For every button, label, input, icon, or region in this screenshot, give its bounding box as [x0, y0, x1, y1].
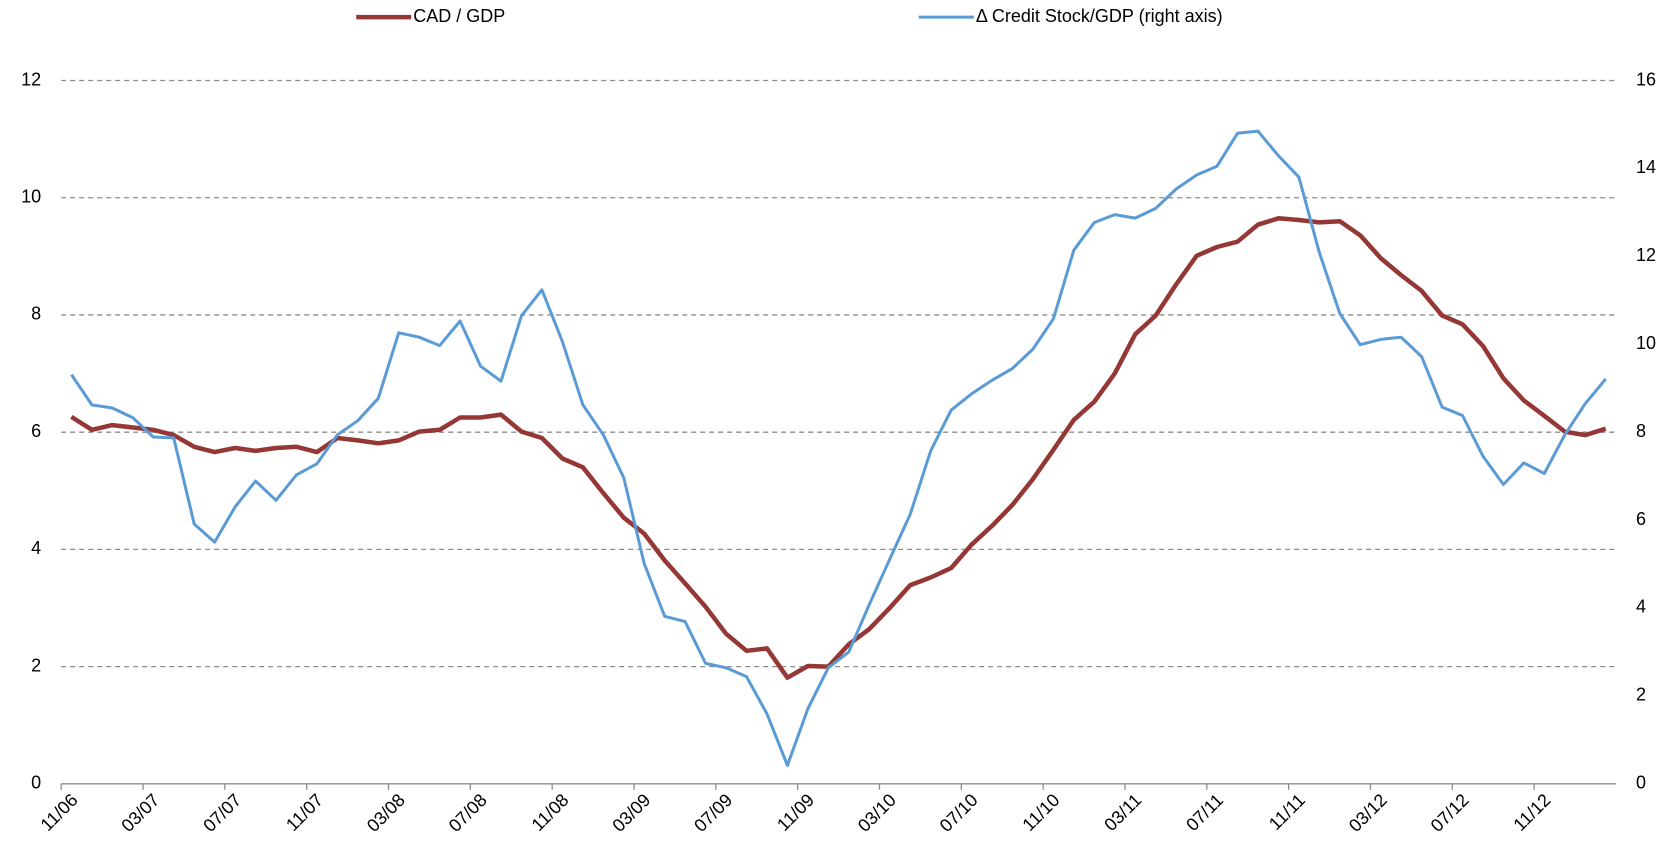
x-tick-label: 11/12 [1509, 790, 1554, 835]
y-tick-label: 4 [31, 538, 41, 558]
x-tick-label: 03/07 [117, 790, 163, 836]
series-line [70, 216, 1607, 680]
x-tick-label: 11/07 [282, 790, 327, 835]
legend-label: Δ Credit Stock/GDP (right axis) [976, 6, 1223, 26]
y-tick-label: 8 [31, 304, 41, 324]
y-tick-label: 0 [31, 773, 41, 793]
x-tick-label: 11/11 [1265, 790, 1309, 834]
x-tick-label: 11/08 [528, 790, 573, 835]
x-tick-label: 07/12 [1427, 790, 1473, 836]
y2-tick-label: 14 [1636, 157, 1656, 177]
y2-tick-label: 2 [1636, 685, 1646, 705]
x-tick-label: 07/09 [690, 790, 736, 836]
x-tick-label: 11/10 [1019, 790, 1064, 835]
x-tick-label: 03/10 [854, 790, 900, 836]
y2-tick-label: 8 [1636, 421, 1646, 441]
y2-tick-label: 10 [1636, 333, 1656, 353]
y2-tick-label: 12 [1636, 245, 1656, 265]
y-tick-label: 2 [31, 655, 41, 675]
y2-tick-label: 0 [1636, 773, 1646, 793]
x-tick-label: 11/09 [773, 790, 818, 835]
y2-tick-label: 4 [1636, 597, 1646, 617]
x-tick-label: 03/08 [363, 790, 409, 836]
y-tick-label: 6 [31, 421, 41, 441]
y2-tick-label: 6 [1636, 509, 1646, 529]
y2-tick-label: 16 [1636, 69, 1656, 89]
x-tick-label: 03/12 [1345, 790, 1391, 836]
x-tick-label: 07/07 [199, 790, 245, 836]
x-tick-label: 03/11 [1100, 790, 1145, 835]
x-tick-label: 07/11 [1182, 790, 1227, 835]
x-tick-label: 07/08 [445, 790, 491, 836]
x-tick-label: 07/10 [936, 790, 982, 836]
x-tick-label: 03/09 [608, 790, 654, 836]
legend-label: CAD / GDP [413, 6, 505, 26]
y-tick-label: 12 [21, 69, 41, 89]
series-line [70, 129, 1607, 767]
x-tick-label: 11/06 [37, 790, 82, 835]
y-tick-label: 10 [21, 186, 41, 206]
